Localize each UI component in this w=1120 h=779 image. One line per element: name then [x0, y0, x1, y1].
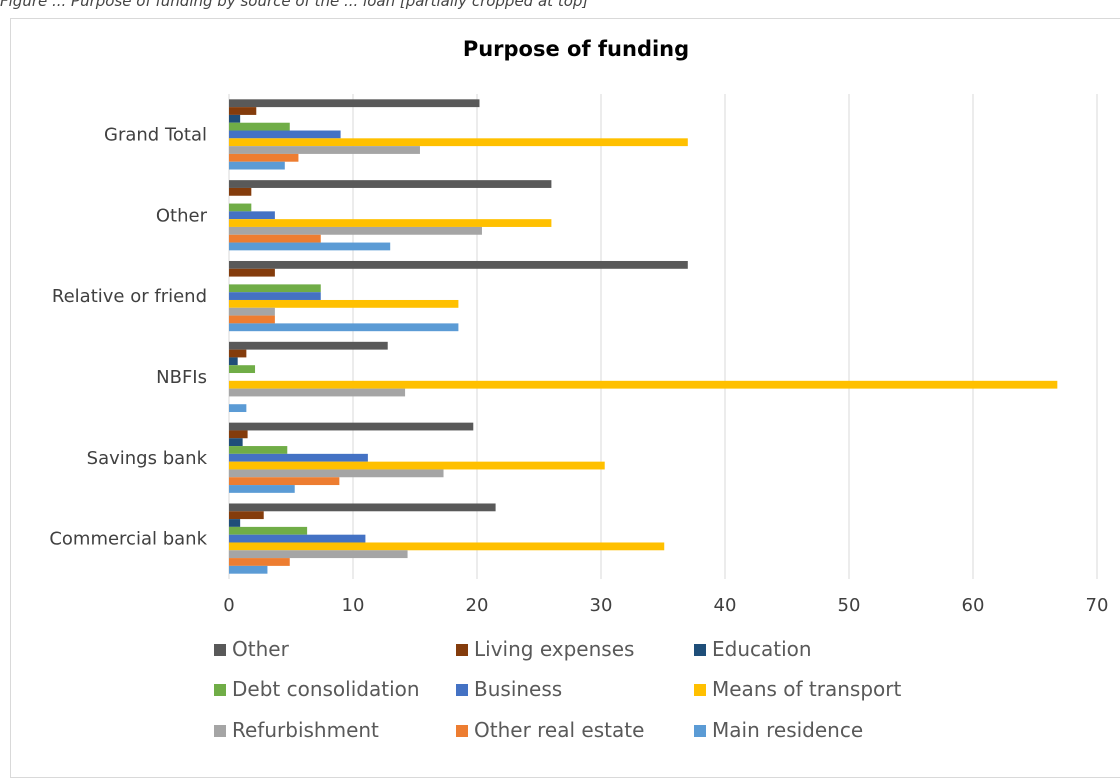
category-label-grand-total: Grand Total	[104, 124, 207, 145]
legend-label-other: Other	[232, 637, 290, 661]
bar-nbfis-education	[229, 357, 238, 366]
category-label-relative-or-friend: Relative or friend	[52, 286, 207, 307]
bar-savings-bank-other-real-estate	[229, 477, 340, 486]
bar-relative-or-friend-debt-consolidation	[229, 284, 321, 293]
legend-label-debt-consolidation: Debt consolidation	[232, 677, 420, 701]
bar-grand-total-other-real-estate	[229, 153, 299, 162]
bar-savings-bank-debt-consolidation	[229, 446, 288, 454]
bar-savings-bank-main-residence	[229, 485, 295, 493]
chart-svg: Purpose of funding Grand Total Other Relat…	[49, 37, 1108, 742]
bar-commercial-bank-education	[229, 519, 241, 527]
bar-commercial-bank-debt-consolidation	[229, 526, 308, 535]
figure-caption: Figure ... Purpose of funding by source …	[0, 0, 589, 10]
bar-grand-total-other	[229, 99, 480, 108]
bar-nbfis-other	[229, 341, 388, 350]
bar-other-refurbishment	[229, 226, 482, 235]
legend-swatch-refurbishment	[214, 725, 226, 737]
bar-relative-or-friend-main-residence	[229, 323, 459, 332]
bar-savings-bank-means-of-transport	[229, 461, 605, 470]
legend-swatch-main-residence	[694, 725, 706, 737]
category-label-savings-bank: Savings bank	[87, 448, 208, 469]
legend-swatch-business	[456, 684, 468, 696]
bar-other-living-expenses	[229, 187, 252, 196]
bar-relative-or-friend-refurbishment	[229, 307, 275, 316]
bar-grand-total-debt-consolidation	[229, 122, 290, 131]
bar-nbfis-means-of-transport	[229, 380, 1058, 389]
legend: Other Living expenses Education Debt consol…	[214, 637, 901, 742]
legend-swatch-means-of-transport	[694, 684, 706, 696]
bar-nbfis-refurbishment	[229, 388, 406, 397]
bar-commercial-bank-refurbishment	[229, 550, 408, 559]
legend-label-living-expenses: Living expenses	[474, 637, 634, 661]
legend-swatch-education	[694, 644, 706, 656]
bar-other-other-real-estate	[229, 234, 321, 243]
bar-commercial-bank-main-residence	[229, 565, 268, 574]
bar-other-business	[229, 211, 275, 220]
legend-swatch-other	[214, 644, 226, 656]
bar-nbfis-main-residence	[229, 404, 247, 413]
category-label-nbfis: NBFIs	[156, 367, 207, 388]
bar-other-other	[229, 180, 552, 188]
bar-relative-or-friend-other	[229, 260, 688, 269]
bar-commercial-bank-business	[229, 534, 366, 543]
bar-commercial-bank-other-real-estate	[229, 558, 290, 566]
x-tick-label-60: 60	[962, 595, 985, 616]
category-label-other: Other	[156, 205, 208, 226]
x-tick-label-10: 10	[342, 595, 365, 616]
bar-savings-bank-business	[229, 453, 368, 462]
bar-other-debt-consolidation	[229, 203, 252, 212]
legend-label-main-residence: Main residence	[712, 718, 863, 742]
bar-savings-bank-other	[229, 422, 474, 431]
bar-other-means-of-transport	[229, 219, 552, 227]
bars	[229, 99, 1058, 574]
x-tick-label-20: 20	[466, 595, 489, 616]
bar-grand-total-main-residence	[229, 161, 285, 170]
bar-grand-total-business	[229, 130, 341, 139]
gridlines	[228, 94, 1098, 579]
bar-commercial-bank-other	[229, 503, 496, 512]
x-tick-label-70: 70	[1086, 595, 1109, 616]
bar-relative-or-friend-living-expenses	[229, 268, 275, 277]
category-labels: Grand Total Other Relative or friend NBFIs S…	[49, 124, 207, 549]
bar-relative-or-friend-other-real-estate	[229, 315, 275, 324]
bar-grand-total-education	[229, 114, 241, 123]
legend-label-business: Business	[474, 677, 562, 701]
legend-swatch-other-real-estate	[456, 725, 468, 737]
chart-title: Purpose of funding	[463, 37, 689, 61]
bar-relative-or-friend-business	[229, 292, 321, 300]
bar-commercial-bank-means-of-transport	[229, 542, 665, 551]
legend-swatch-debt-consolidation	[214, 684, 226, 696]
bar-savings-bank-refurbishment	[229, 469, 444, 478]
bar-other-main-residence	[229, 242, 391, 251]
bar-grand-total-refurbishment	[229, 146, 420, 154]
bar-savings-bank-education	[229, 438, 243, 447]
category-label-commercial-bank: Commercial bank	[49, 529, 207, 550]
legend-label-education: Education	[712, 637, 812, 661]
bar-nbfis-living-expenses	[229, 349, 247, 358]
x-tick-label-40: 40	[714, 595, 737, 616]
bar-relative-or-friend-means-of-transport	[229, 299, 459, 308]
x-tick-label-0: 0	[223, 595, 234, 616]
legend-label-other-real-estate: Other real estate	[474, 718, 644, 742]
bar-grand-total-means-of-transport	[229, 138, 688, 147]
legend-label-means-of-transport: Means of transport	[712, 677, 901, 701]
bar-commercial-bank-living-expenses	[229, 511, 264, 520]
x-tick-label-50: 50	[838, 595, 861, 616]
bar-grand-total-living-expenses	[229, 107, 257, 115]
bar-nbfis-debt-consolidation	[229, 365, 256, 374]
bar-savings-bank-living-expenses	[229, 430, 248, 439]
legend-label-refurbishment: Refurbishment	[232, 718, 379, 742]
x-tick-label-30: 30	[590, 595, 613, 616]
x-axis-tick-labels: 0 10 20 30 40 50 60 70	[223, 595, 1108, 616]
legend-swatch-living-expenses	[456, 644, 468, 656]
chart-frame: Purpose of funding Grand Total Other Relat…	[10, 18, 1120, 778]
